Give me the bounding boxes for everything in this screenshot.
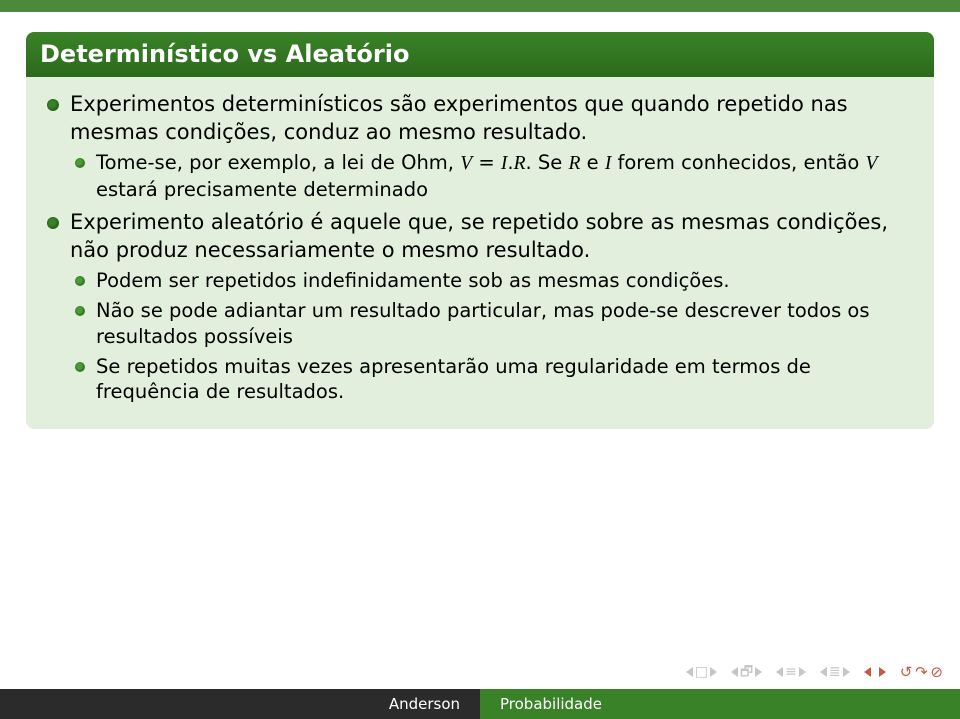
slide: Determinístico vs Aleatório Experimentos…	[0, 0, 960, 719]
beamer-navbar: □ 🗗 ≡ ≣ ↺ ↷ ⊘	[686, 663, 942, 681]
math-variable: I	[605, 153, 612, 174]
sub-list: Podem ser repetidos indefinidamente sob …	[70, 268, 916, 405]
math-variable: R	[568, 153, 580, 174]
math-variable: V	[460, 153, 472, 174]
nav-loop-icon[interactable]: ↺ ↷ ⊘	[900, 663, 942, 681]
nav-section-group[interactable]: ≡	[776, 665, 806, 679]
list-item: Se repetidos muitas vezes apresentarão u…	[70, 354, 916, 405]
header-band	[0, 0, 960, 12]
block-body: Experimentos determinísticos são experim…	[26, 77, 934, 429]
list-item: Não se pode adiantar um resultado partic…	[70, 298, 916, 349]
list-item: Experimento aleatório é aquele que, se r…	[44, 209, 916, 405]
math-variable: V	[866, 153, 878, 174]
nav-subsection-group[interactable]: 🗗	[731, 665, 762, 679]
footer: Anderson Probabilidade	[0, 689, 960, 719]
footer-title: Probabilidade	[480, 689, 960, 719]
math-variable: R	[514, 153, 526, 174]
bullet-list: Experimentos determinísticos são experim…	[44, 91, 916, 405]
content-area: Determinístico vs Aleatório Experimentos…	[0, 12, 960, 429]
math-variable: I	[501, 153, 508, 174]
footer-author: Anderson	[0, 689, 480, 719]
sub-list: Tome-se, por exemplo, a lei de Ohm, V = …	[70, 150, 916, 202]
nav-doc-group[interactable]: ≣	[820, 665, 850, 679]
block: Determinístico vs Aleatório Experimentos…	[26, 32, 934, 429]
block-title: Determinístico vs Aleatório	[26, 32, 934, 77]
nav-frame-group[interactable]: □	[686, 665, 717, 679]
list-item: Tome-se, por exemplo, a lei de Ohm, V = …	[70, 150, 916, 202]
nav-back-forward[interactable]	[864, 665, 886, 680]
list-item: Podem ser repetidos indefinidamente sob …	[70, 268, 916, 294]
list-item: Experimentos determinísticos são experim…	[44, 91, 916, 203]
